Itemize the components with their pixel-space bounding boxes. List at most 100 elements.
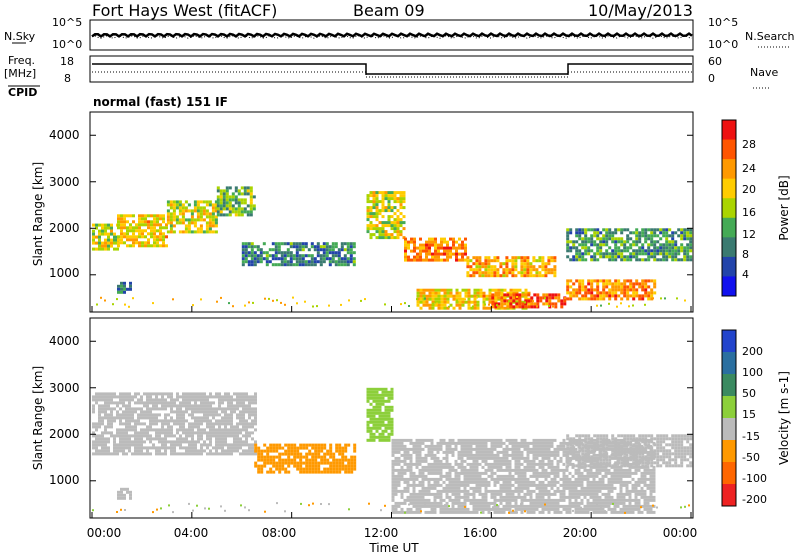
power-cell <box>253 257 257 261</box>
power-cell <box>671 246 675 250</box>
power-cell <box>440 306 444 310</box>
velocity-cell <box>98 443 101 447</box>
power-cell <box>150 244 153 248</box>
power-cell <box>578 285 582 289</box>
power-cell <box>187 230 191 234</box>
velocity-cell <box>101 431 104 435</box>
power-cell <box>590 279 594 283</box>
power-cell <box>178 230 182 234</box>
power-cell <box>202 230 206 234</box>
velocity-cell <box>607 471 611 475</box>
velocity-cell <box>143 413 146 417</box>
velocity-cell <box>478 477 482 481</box>
velocity-cell <box>520 486 524 490</box>
power-cell <box>343 254 347 258</box>
power-cell <box>340 248 344 252</box>
velocity-cell <box>188 443 191 447</box>
power-cell <box>484 262 488 266</box>
velocity-cell <box>415 456 419 460</box>
velocity-cell <box>445 450 449 454</box>
power-cell <box>399 233 403 237</box>
velocity-cell <box>610 471 614 475</box>
velocity-cell <box>394 504 398 508</box>
power-cell <box>629 252 633 256</box>
velocity-cell <box>92 452 95 456</box>
velocity-cell <box>191 440 194 444</box>
power-cell <box>676 297 678 300</box>
velocity-cell <box>242 434 245 438</box>
power-cell <box>276 299 278 302</box>
power-cell <box>428 291 432 295</box>
velocity-cell <box>442 510 446 514</box>
power-cell <box>416 300 420 304</box>
velocity-cell <box>568 498 572 502</box>
power-cell <box>178 218 182 222</box>
velocity-cell <box>167 446 170 450</box>
power-cell <box>425 240 428 244</box>
power-cell <box>292 242 296 246</box>
velocity-cell <box>188 407 191 411</box>
power-cell <box>301 260 305 264</box>
velocity-cell <box>242 416 245 420</box>
power-cell <box>526 256 530 260</box>
velocity-cell <box>397 501 401 505</box>
velocity-cell <box>562 483 566 487</box>
power-cell <box>328 263 332 267</box>
power-cell <box>524 305 528 309</box>
power-cell <box>635 243 639 247</box>
power-cell <box>240 210 244 214</box>
velocity-cell <box>568 477 572 481</box>
power-cell <box>375 209 379 213</box>
velocity-cell <box>586 441 590 445</box>
power-cell <box>225 201 229 205</box>
power-cell <box>298 263 302 267</box>
power-cell <box>572 243 576 247</box>
power-cell <box>494 302 498 306</box>
velocity-cell <box>212 395 215 399</box>
velocity-cell <box>158 407 161 411</box>
velocity-cell <box>137 398 140 402</box>
power-cell <box>228 186 232 190</box>
velocity-cell <box>472 507 476 511</box>
velocity-cell <box>628 510 632 514</box>
velocity-cell <box>341 449 345 453</box>
power-cell <box>466 265 470 269</box>
velocity-cell <box>245 443 248 447</box>
velocity-cell <box>640 480 644 484</box>
power-cell <box>396 209 400 213</box>
power-cell <box>381 194 385 198</box>
power-cell <box>440 243 443 247</box>
power-cell <box>192 304 194 307</box>
velocity-cell <box>502 477 506 481</box>
power-cell <box>271 263 275 267</box>
power-cell <box>554 305 558 309</box>
velocity-cell <box>302 461 306 465</box>
power-cell <box>644 285 648 289</box>
power-cell <box>611 249 615 253</box>
velocity-cell <box>556 501 560 505</box>
power-cell <box>243 186 247 190</box>
power-cell <box>437 297 441 301</box>
power-cell <box>494 291 498 295</box>
velocity-cell <box>484 507 488 511</box>
velocity-cell <box>448 438 452 442</box>
velocity-cell <box>535 453 539 457</box>
power-cell <box>205 209 209 213</box>
velocity-cell <box>460 471 464 475</box>
velocity-cell <box>532 501 536 505</box>
velocity-cell <box>188 395 191 399</box>
velocity-cell <box>424 444 428 448</box>
velocity-cell <box>293 464 297 468</box>
power-cell <box>274 263 278 267</box>
velocity-cell <box>526 465 530 469</box>
velocity-cell <box>550 480 554 484</box>
velocity-cell <box>366 426 370 430</box>
power-cell <box>402 227 406 231</box>
velocity-cell <box>353 449 357 453</box>
velocity-cell <box>634 504 638 508</box>
velocity-cell <box>391 459 395 463</box>
velocity-cell <box>487 462 491 466</box>
velocity-cell <box>125 434 128 438</box>
power-cell <box>396 224 400 228</box>
power-cell <box>196 203 200 207</box>
